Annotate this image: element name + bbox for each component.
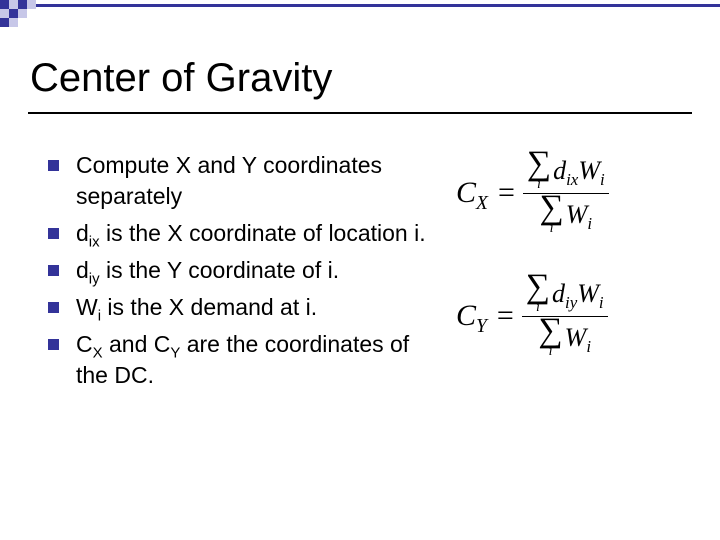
- corner-decoration: [0, 0, 720, 28]
- bullet-item: dix is the X coordinate of location i.: [48, 218, 428, 249]
- slide-title: Center of Gravity: [30, 56, 332, 101]
- bullet-item: Wi is the X demand at i.: [48, 292, 428, 323]
- bullet-item: diy is the Y coordinate of i.: [48, 255, 428, 286]
- bullet-item: Compute X and Y coordinates separately: [48, 150, 428, 212]
- equation-cy: CY = ∑i diyWi ∑i Wi: [456, 273, 696, 360]
- formula-panel: CX = ∑i dixWi ∑i Wi: [456, 150, 696, 396]
- bullet-item: CX and CY are the coordinates of the DC.: [48, 329, 428, 391]
- bullet-list: Compute X and Y coordinates separately d…: [48, 150, 428, 397]
- equation-cx: CX = ∑i dixWi ∑i Wi: [456, 150, 696, 237]
- title-underline: [28, 112, 692, 114]
